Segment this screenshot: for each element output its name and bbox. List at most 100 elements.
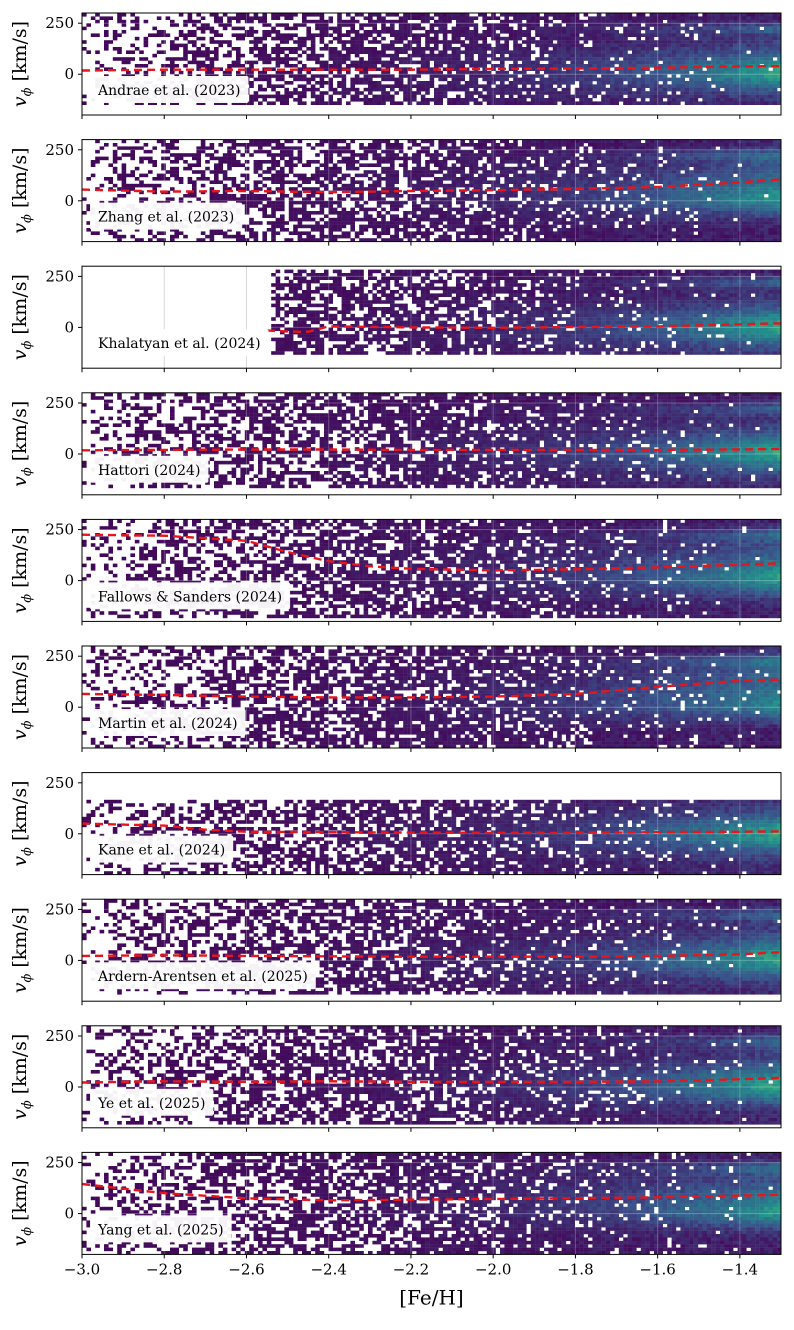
panel-label-box [90,962,316,990]
y-axis-label-units: [km/s] [9,21,31,88]
x-tick-label: −2.6 [228,1260,264,1278]
y-axis-label: vϕ [km/s] [9,654,35,740]
heatmap [82,1152,781,1255]
panel: 0 250 vϕ [km/s] Khalatyan et al. (2024) [9,265,782,373]
y-axis-label: vϕ [km/s] [9,21,35,107]
panel-frame [81,265,782,369]
y-tick-label: 250 [45,774,74,792]
x-tick-label: −1.6 [639,1260,675,1278]
panel-frame [81,645,782,749]
panel-label: Yang et al. (2025) [97,1222,224,1238]
y-axis-label-units: [km/s] [9,401,31,468]
y-tick-label: 0 [64,65,74,83]
y-axis-label-symbol: v [9,223,31,234]
y-axis-label-units: [km/s] [9,148,31,215]
panel-label: Ardern-Arentsen et al. (2025) [97,969,308,985]
panel: 0 250 vϕ [km/s] Fallows & Sanders (2024) [9,518,782,626]
panel: 0 250 vϕ [km/s] Ye et al. (2025) [9,1025,782,1132]
median-line [81,533,782,572]
y-tick-label: 250 [45,900,74,918]
y-axis-label-subscript: ϕ [20,1227,35,1236]
y-axis-label: vϕ [km/s] [9,401,35,487]
heatmap [82,519,781,619]
x-tick-label: −2.0 [475,1260,511,1278]
y-axis-label-units: [km/s] [9,1034,31,1101]
panel-label-box [90,1088,214,1116]
heatmap [82,899,781,995]
heatmap [82,646,781,748]
heatmap [82,1025,781,1125]
y-axis-label-symbol: v [9,96,31,107]
panel-frame [81,139,782,243]
panel-label-box [90,329,269,357]
y-tick-label: 250 [45,521,74,539]
y-axis-label-subscript: ϕ [20,594,35,603]
panel-frame [81,12,782,116]
y-tick-label: 0 [64,698,74,716]
panel: 0 250 vϕ [km/s] Kane et al. (2024) [9,772,782,879]
panel-frame [81,898,782,1002]
y-axis-label-symbol: v [9,349,31,360]
heatmap [82,392,781,489]
panel-label-box [90,76,249,103]
y-tick-label: 250 [45,267,74,285]
y-tick-label: 0 [64,318,74,336]
x-axis-label: [Fe/H] [399,1285,463,1309]
heatmap [82,13,781,105]
panel-label-box [90,455,209,483]
y-tick-label: 0 [64,192,74,210]
y-tick-label: 250 [45,394,74,412]
y-tick-label: 0 [64,951,74,969]
y-tick-label: 0 [64,445,74,463]
x-tick-label: −2.4 [310,1260,346,1278]
y-axis-label-subscript: ϕ [20,467,35,476]
panel-frame [81,518,782,622]
y-axis-label-symbol: v [9,602,31,613]
panel-label: Ye et al. (2025) [97,1096,205,1112]
y-tick-label: 250 [45,1027,74,1045]
panel: 0 250 −3.0 −2.8 −2.6 −2.4 −2.2 −2.0 −1.8 −1.6 −1.4… [9,1151,782,1278]
y-axis-label-subscript: ϕ [20,1100,35,1109]
heatmap [271,269,781,355]
y-axis-label: vϕ [km/s] [9,1034,35,1120]
y-tick-label: 250 [45,14,74,32]
y-axis-label-subscript: ϕ [20,847,35,856]
panel-frame [81,1025,782,1129]
y-tick-label: 0 [64,572,74,590]
y-axis-label-units: [km/s] [9,1160,31,1227]
panel-frame [81,772,782,876]
y-axis-label-symbol: v [9,982,31,993]
y-tick-label: 0 [64,825,74,843]
y-axis-label-units: [km/s] [9,907,31,974]
y-axis-label-symbol: v [9,476,31,487]
panel-label-box [90,582,291,610]
x-tick-label: −1.8 [557,1260,593,1278]
y-axis-label-units: [km/s] [9,527,31,594]
y-axis-label-subscript: ϕ [20,720,35,729]
y-tick-label: 250 [45,141,74,159]
heatmap [82,139,781,242]
panel-frame [81,392,782,496]
panel-frame [81,1151,782,1255]
y-axis-label-units: [km/s] [9,654,31,721]
y-axis-label-subscript: ϕ [20,341,35,350]
panel: 0 250 vϕ [km/s] Zhang et al. (2023) [9,139,782,246]
y-axis-label-units: [km/s] [9,781,31,848]
y-axis-label: vϕ [km/s] [9,781,35,867]
panel-label: Andrae et al. (2023) [97,83,241,99]
y-axis-label: vϕ [km/s] [9,907,35,993]
panel-label: Fallows & Sanders (2024) [98,589,282,605]
panel-label: Martin et al. (2024) [98,716,238,732]
y-tick-label: 0 [64,1205,74,1223]
y-axis-label: vϕ [km/s] [9,148,35,234]
panel-label-box [90,709,246,736]
panel-label: Khalatyan et al. (2024) [98,336,261,352]
y-axis-label-symbol: v [9,1235,31,1246]
y-axis-label-units: [km/s] [9,274,31,341]
y-tick-label: 250 [45,647,74,665]
y-axis-label-symbol: v [9,856,31,867]
panel-label: Hattori (2024) [98,463,200,479]
x-tick-label: −2.2 [393,1260,429,1278]
